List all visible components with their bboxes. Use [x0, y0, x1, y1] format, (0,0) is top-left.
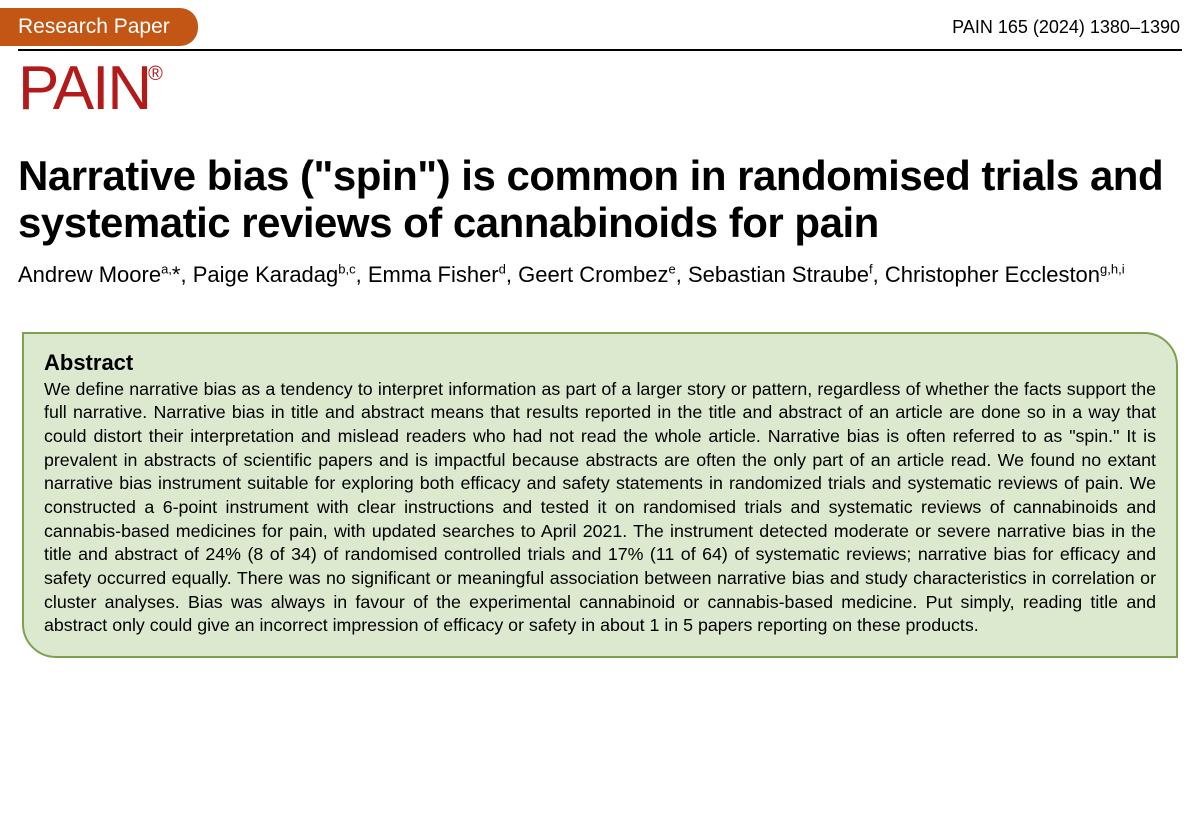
author-list: Andrew Moorea,*, Paige Karadagb,c, Emma …	[18, 260, 1182, 290]
abstract-text: We define narrative bias as a tendency t…	[44, 378, 1156, 638]
abstract-heading: Abstract	[44, 350, 1156, 376]
journal-logo: PAIN®	[18, 53, 163, 124]
abstract-box: Abstract We define narrative bias as a t…	[22, 332, 1178, 658]
journal-citation: PAIN 165 (2024) 1380–1390	[952, 17, 1180, 38]
registered-mark: ®	[148, 63, 161, 85]
article-type-badge: Research Paper	[0, 8, 198, 46]
header-rule	[18, 49, 1182, 51]
header-row: Research Paper PAIN 165 (2024) 1380–1390	[0, 0, 1200, 46]
article-title: Narrative bias ("spin") is common in ran…	[18, 152, 1182, 246]
journal-logo-text: PAIN	[18, 54, 150, 123]
